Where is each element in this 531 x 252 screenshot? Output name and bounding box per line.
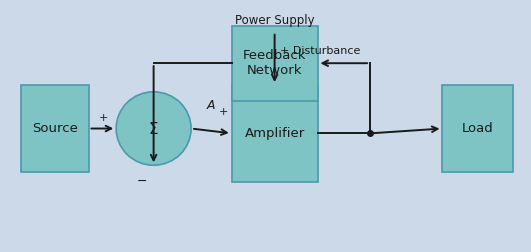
Text: Amplifier: Amplifier — [244, 127, 305, 140]
Bar — [21, 85, 89, 172]
Text: +: + — [219, 107, 228, 117]
Text: Feedback
Network: Feedback Network — [243, 49, 306, 77]
Text: +: + — [99, 112, 108, 122]
Text: $\Sigma$: $\Sigma$ — [148, 120, 159, 137]
Bar — [232, 85, 318, 182]
Text: + Disturbance: + Disturbance — [280, 46, 360, 56]
Text: A: A — [207, 99, 216, 112]
Text: Source: Source — [32, 122, 78, 135]
Text: Power Supply: Power Supply — [235, 14, 314, 27]
Bar — [442, 85, 512, 172]
Bar — [232, 26, 318, 101]
Text: −: − — [137, 175, 148, 188]
Ellipse shape — [116, 92, 191, 165]
Text: Load: Load — [461, 122, 493, 135]
